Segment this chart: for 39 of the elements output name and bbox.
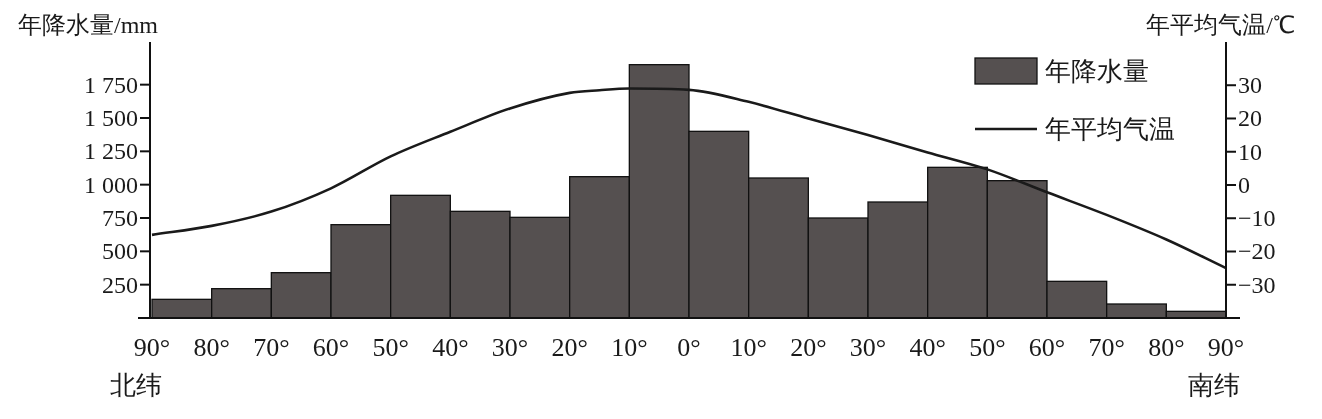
x-tick-label: 60° xyxy=(1028,333,1066,362)
x-tick-label: 70° xyxy=(1088,333,1125,362)
x-tick-label: 10° xyxy=(611,333,648,362)
x-tick-label: 70° xyxy=(253,333,290,362)
text: 南纬 xyxy=(1188,371,1240,400)
x-tick-label: 80° xyxy=(193,333,230,362)
y-tick-label: 1 750 xyxy=(84,71,138,98)
x-tick-label: 20° xyxy=(551,333,588,362)
x-tick-label: 20° xyxy=(790,333,827,362)
x-tick-label: 10° xyxy=(730,333,767,362)
y2-tick-label: −10 xyxy=(1238,205,1276,232)
x-tick-label: 60° xyxy=(312,333,350,362)
y2-tick-label: 0 xyxy=(1238,171,1250,198)
y-axis-title: 年降水量/mm xyxy=(18,12,159,38)
y2-tick-label: 20 xyxy=(1238,105,1262,132)
x-tick-label: 40° xyxy=(432,333,469,362)
legend-label: 年降水量 xyxy=(1045,57,1149,86)
y2-tick-label: −20 xyxy=(1238,238,1276,265)
y2-tick-label: −30 xyxy=(1238,271,1276,298)
x-tick-label: 40° xyxy=(909,333,946,362)
y2-tick-label: 30 xyxy=(1238,72,1262,99)
x-tick-label: 0° xyxy=(677,333,701,362)
x-tick-label: 30° xyxy=(491,333,529,362)
y-tick-label: 1 500 xyxy=(84,105,138,131)
y2-tick-label: 10 xyxy=(1238,138,1262,165)
y-tick-label: 1 250 xyxy=(84,138,138,165)
x-tick-label: 50° xyxy=(969,333,1006,362)
y-tick-label: 250 xyxy=(102,271,138,298)
y2-axis-title: 年平均气温/℃ xyxy=(1146,12,1295,38)
y-tick-label: 1 000 xyxy=(84,171,138,198)
legend-label: 年平均气温 xyxy=(1045,115,1175,144)
x-tick-label: 50° xyxy=(372,333,409,362)
text: 北纬 xyxy=(110,371,162,400)
x-tick-label: 80° xyxy=(1148,333,1185,362)
x-tick-label: 90° xyxy=(1207,333,1245,362)
y-tick-label: 500 xyxy=(102,238,138,265)
x-tick-label: 90° xyxy=(133,333,171,362)
y-tick-label: 750 xyxy=(102,205,138,231)
x-tick-label: 30° xyxy=(849,333,887,362)
